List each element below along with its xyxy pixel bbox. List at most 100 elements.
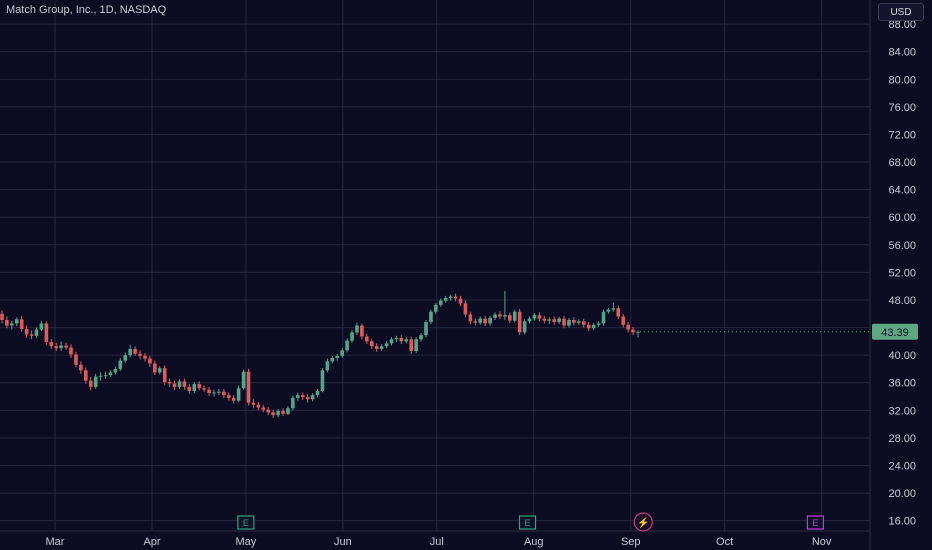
candle[interactable]: [404, 337, 409, 344]
candle[interactable]: [498, 311, 502, 320]
earnings-icon[interactable]: E: [237, 515, 255, 530]
candle[interactable]: [256, 402, 261, 411]
candle[interactable]: [453, 293, 458, 302]
candle[interactable]: [24, 325, 29, 338]
candle[interactable]: [153, 360, 157, 376]
candle[interactable]: [128, 344, 132, 358]
candle[interactable]: [374, 343, 379, 352]
dividend-icon[interactable]: ⚡: [633, 512, 653, 532]
candle[interactable]: [296, 392, 300, 401]
candles[interactable]: [0, 291, 640, 418]
candle[interactable]: [10, 320, 14, 330]
candle[interactable]: [207, 386, 211, 396]
candle[interactable]: [281, 408, 285, 416]
candle[interactable]: [512, 309, 517, 323]
candle[interactable]: [300, 392, 305, 400]
candle[interactable]: [399, 335, 404, 345]
time-axis[interactable]: Mar Apr May Jun Jul Aug Sep Oct Nov: [46, 536, 832, 548]
candle[interactable]: [419, 333, 423, 342]
candle[interactable]: [34, 327, 39, 338]
candle[interactable]: [532, 313, 537, 321]
candle[interactable]: [172, 380, 177, 391]
candle[interactable]: [424, 319, 428, 338]
candle[interactable]: [325, 358, 330, 373]
candle[interactable]: [69, 344, 73, 358]
candle[interactable]: [5, 316, 9, 329]
candle[interactable]: [79, 361, 83, 374]
candle[interactable]: [241, 369, 246, 390]
candle[interactable]: [508, 312, 512, 324]
candle[interactable]: [438, 298, 443, 307]
candle[interactable]: [118, 357, 123, 372]
candle[interactable]: [522, 319, 527, 335]
candle[interactable]: [103, 371, 108, 379]
candle[interactable]: [468, 311, 473, 325]
candle[interactable]: [488, 315, 492, 326]
candle[interactable]: [231, 395, 236, 404]
candle[interactable]: [601, 309, 606, 326]
candle[interactable]: [222, 388, 226, 398]
candle[interactable]: [320, 368, 325, 393]
candle[interactable]: [394, 335, 399, 343]
candle[interactable]: [29, 330, 34, 340]
candle[interactable]: [271, 409, 275, 418]
candle[interactable]: [473, 318, 478, 326]
candle[interactable]: [113, 366, 118, 375]
candle[interactable]: [552, 316, 556, 325]
price-axis[interactable]: 88.00 84.00 80.00 76.00 72.00 68.00 64.00 60.00…: [888, 19, 916, 528]
candle[interactable]: [148, 355, 152, 367]
candle[interactable]: [429, 309, 433, 325]
candle[interactable]: [458, 295, 463, 307]
candle[interactable]: [340, 348, 344, 358]
candle[interactable]: [59, 341, 63, 352]
candle[interactable]: [527, 316, 532, 324]
candle[interactable]: [212, 389, 216, 397]
candle[interactable]: [350, 330, 354, 343]
candle[interactable]: [286, 406, 290, 416]
candle[interactable]: [19, 315, 24, 332]
candle[interactable]: [251, 399, 256, 409]
candle[interactable]: [581, 318, 586, 328]
candle[interactable]: [192, 382, 197, 394]
candle[interactable]: [483, 315, 487, 327]
candle[interactable]: [335, 353, 340, 361]
candle[interactable]: [98, 372, 103, 381]
candle[interactable]: [443, 295, 448, 303]
candle[interactable]: [261, 404, 266, 413]
candle[interactable]: [567, 317, 571, 328]
candle[interactable]: [517, 308, 522, 336]
candle[interactable]: [463, 300, 468, 318]
candle[interactable]: [202, 385, 206, 392]
candle[interactable]: [167, 378, 172, 387]
candle[interactable]: [611, 302, 616, 312]
candle[interactable]: [157, 366, 162, 375]
candle[interactable]: [315, 388, 320, 398]
candle[interactable]: [360, 323, 364, 340]
earnings-icon[interactable]: E: [806, 515, 824, 530]
candle[interactable]: [74, 351, 78, 368]
candle[interactable]: [266, 406, 271, 416]
candle[interactable]: [133, 346, 137, 356]
candle[interactable]: [88, 377, 93, 391]
candle[interactable]: [123, 352, 128, 363]
candle[interactable]: [542, 315, 547, 324]
candle[interactable]: [182, 378, 187, 390]
candle[interactable]: [217, 388, 221, 396]
candle[interactable]: [562, 315, 566, 329]
candle[interactable]: [478, 316, 483, 325]
candle[interactable]: [84, 367, 88, 385]
candle[interactable]: [177, 379, 182, 389]
candle[interactable]: [108, 370, 113, 378]
candle[interactable]: [621, 313, 626, 328]
candle[interactable]: [631, 326, 635, 336]
candle[interactable]: [0, 310, 4, 324]
candle[interactable]: [493, 312, 497, 320]
candle[interactable]: [236, 385, 241, 403]
candle[interactable]: [330, 355, 335, 364]
candle[interactable]: [369, 338, 374, 349]
candle[interactable]: [355, 322, 359, 336]
currency-button[interactable]: USD: [878, 3, 924, 21]
candle[interactable]: [310, 393, 315, 402]
candle[interactable]: [187, 384, 192, 394]
